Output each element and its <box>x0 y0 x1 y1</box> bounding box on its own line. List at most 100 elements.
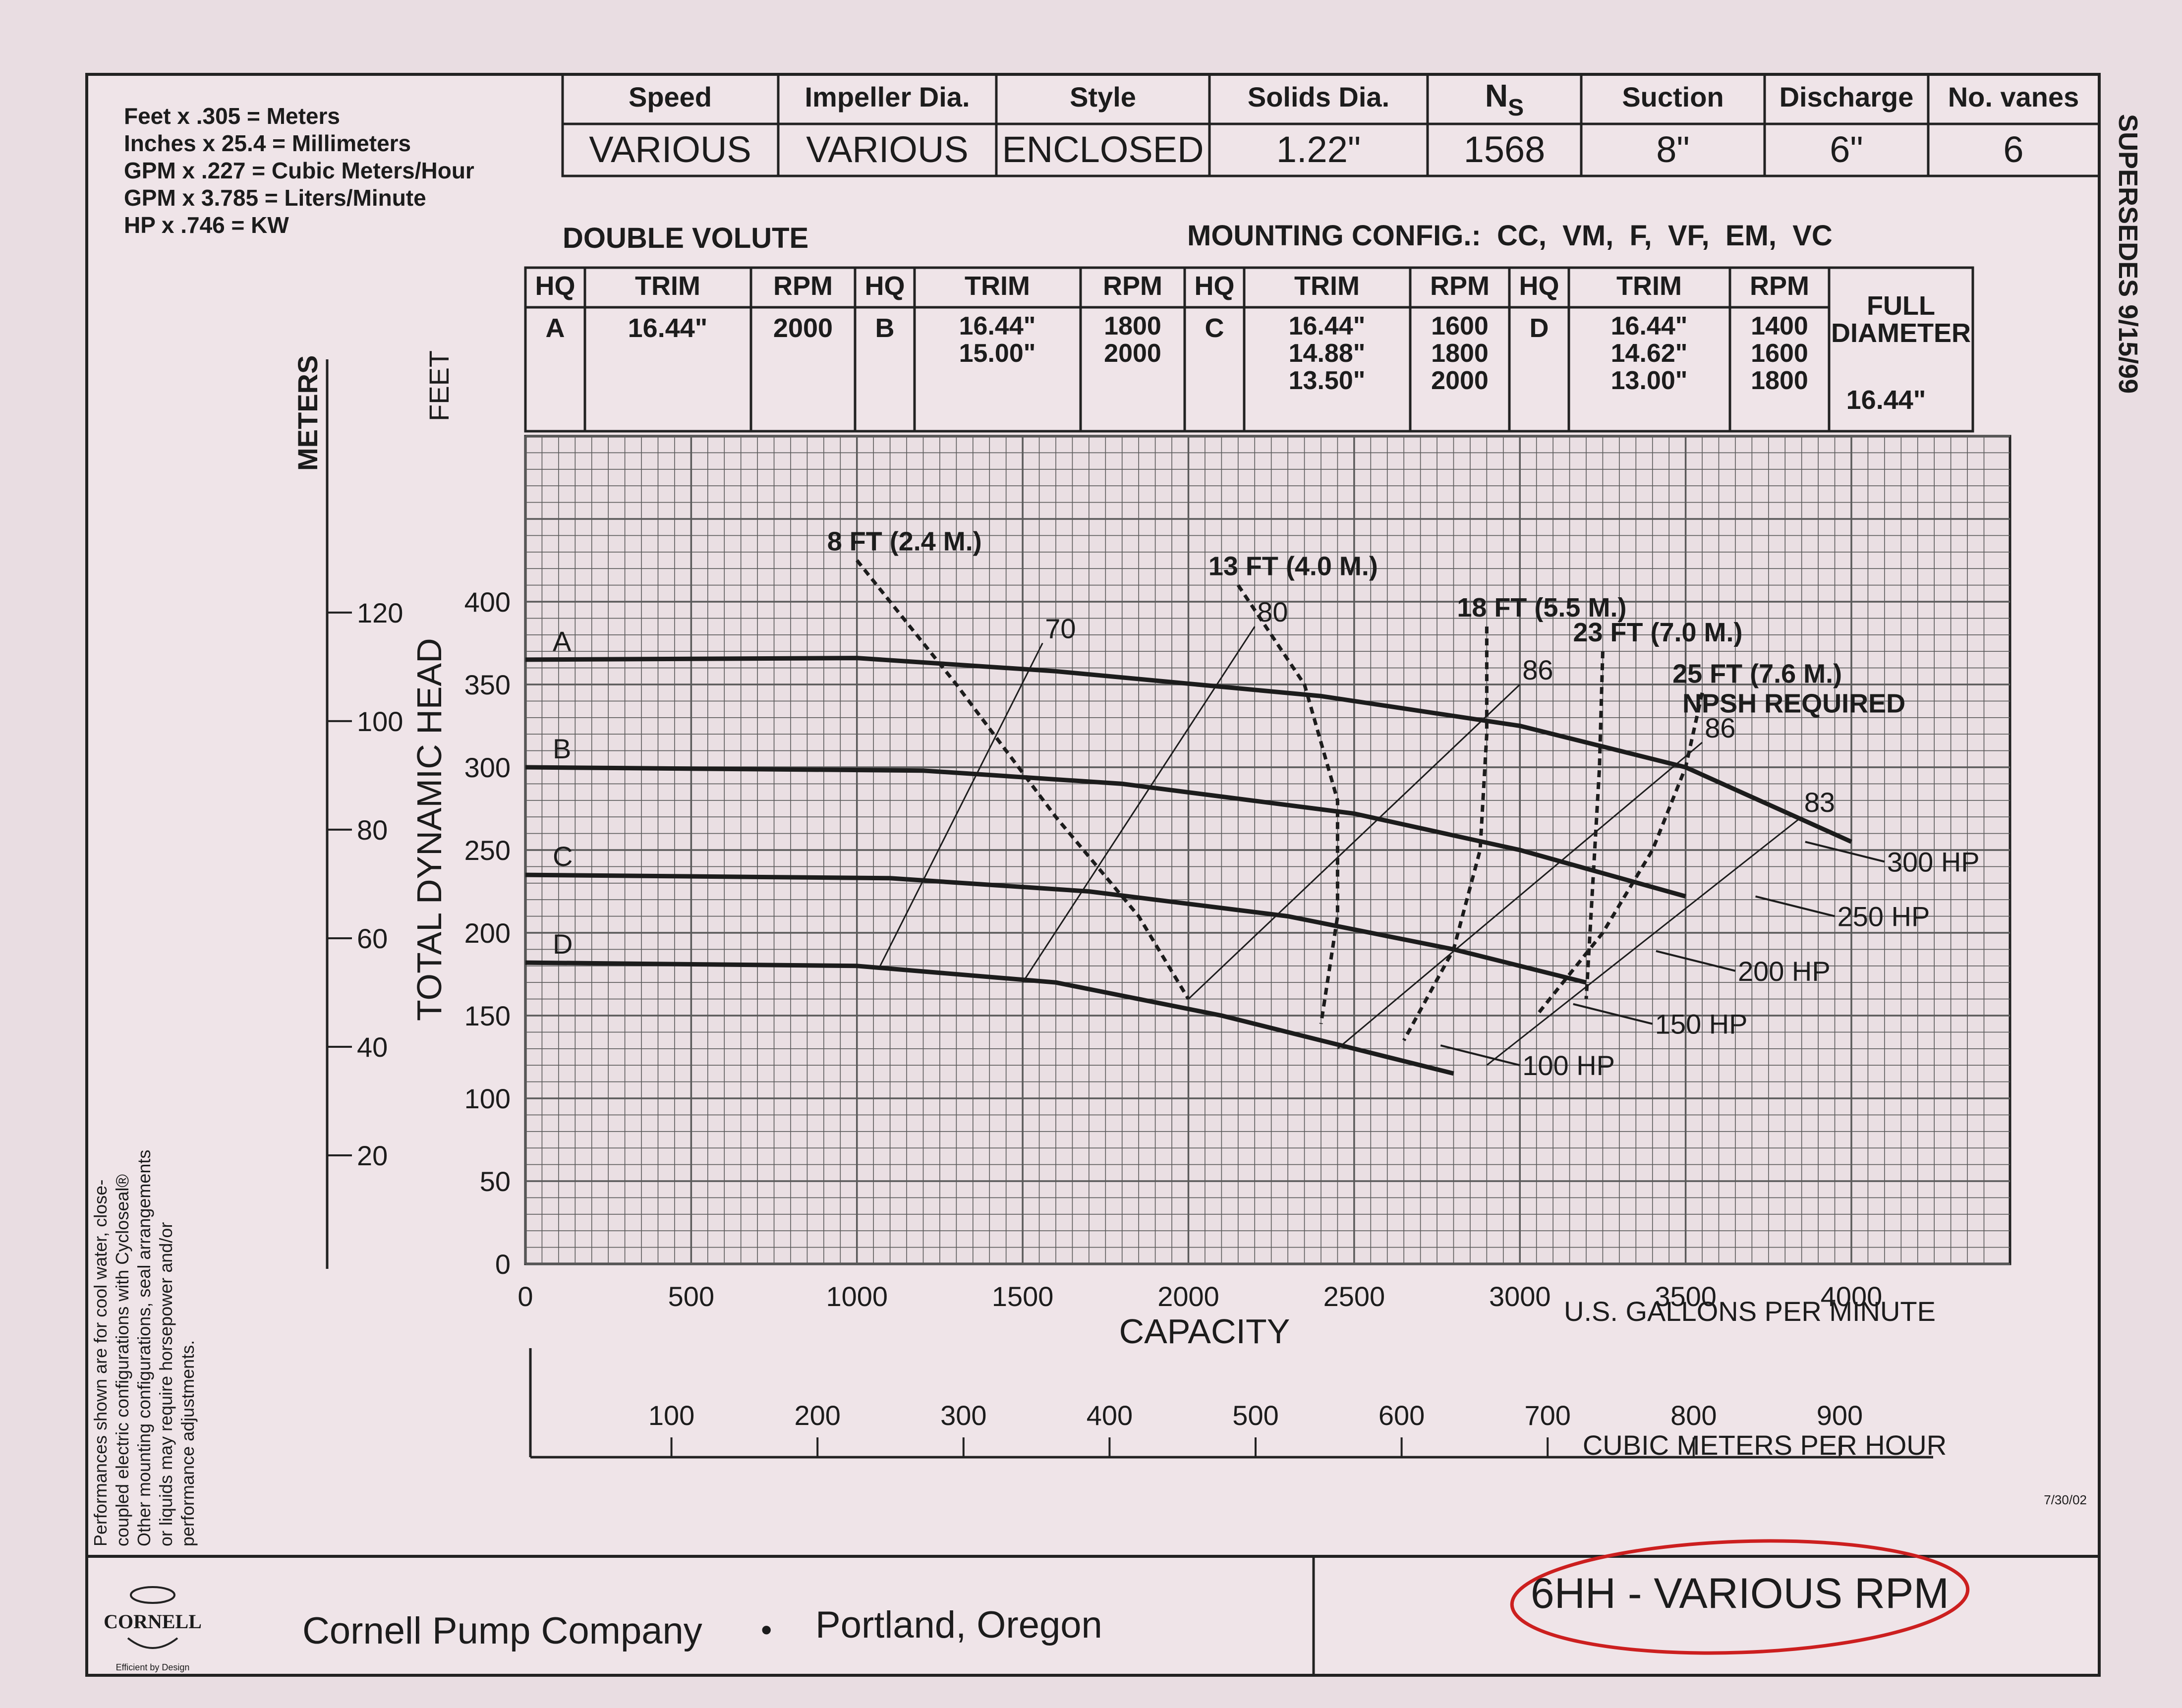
hp-label: 150 HP <box>1655 1009 1748 1040</box>
spec-value-ns: 1568 <box>1464 129 1546 170</box>
spec-header-suction: Suction <box>1622 81 1723 113</box>
meters-tick-label: 120 <box>357 597 403 628</box>
hp-line <box>1573 1003 1653 1025</box>
m3h-tick-label: 600 <box>1378 1400 1425 1431</box>
trim-table-text: HQ TRIM RPM HQ TRIM RPM HQ TRIM RPM HQ T… <box>535 271 1971 415</box>
x-tick-label: 3000 <box>1489 1281 1551 1312</box>
efficiency-line <box>1188 683 1521 1000</box>
y-tick-label: 200 <box>464 917 511 949</box>
rpm-value: 1800 <box>1751 366 1808 395</box>
trim-table <box>524 266 1974 433</box>
rpm-value: 2000 <box>1104 339 1161 368</box>
spec-header-ns-letter: N <box>1485 78 1508 114</box>
y-tick-label: 100 <box>464 1083 511 1114</box>
x-tick-label: 3500 <box>1655 1281 1717 1312</box>
rpm-value: 1800 <box>1104 312 1161 341</box>
curve-label: C <box>553 841 573 872</box>
spec-value-vanes: 6 <box>2003 129 2023 170</box>
y-axis-title: TOTAL DYNAMIC HEAD <box>410 638 449 1021</box>
y-tick-label: 0 <box>495 1249 511 1280</box>
pump-performance-chart: 0 50 100 150 200 250 300 350 400 20 40 60 80 100 120 ME… <box>292 350 2011 1461</box>
meters-tick-label: 20 <box>357 1140 388 1171</box>
trim-header-trim: TRIM <box>1616 271 1682 301</box>
logo-text: CORNELL <box>104 1610 202 1633</box>
spec-value-impeller: VARIOUS <box>806 129 969 170</box>
hp-label: 250 HP <box>1837 901 1930 932</box>
conversion-line: GPM x .227 = Cubic Meters/Hour <box>124 158 474 183</box>
spec-value-discharge: 6" <box>1830 129 1863 170</box>
trim-value: 14.88" <box>1289 339 1366 368</box>
trim-header-hq: HQ <box>865 271 905 301</box>
trim-header-hq: HQ <box>1195 271 1235 301</box>
conversion-line: GPM x 3.785 = Liters/Minute <box>124 185 426 211</box>
efficiency-label: 86 <box>1522 654 1553 685</box>
spec-value-solids: 1.22" <box>1276 129 1361 170</box>
trim-header-hq: HQ <box>535 271 575 301</box>
spec-header-ns: NS <box>1485 78 1524 121</box>
m3h-tick-label: 300 <box>940 1400 986 1431</box>
npsh-label: 25 FT (7.6 M.) <box>1672 659 1842 689</box>
spec-header-discharge: Discharge <box>1780 81 1914 113</box>
m3h-tick-label: 900 <box>1817 1400 1863 1431</box>
feet-units-label: FEET <box>423 350 455 421</box>
cornell-logo: CORNELL Efficient by Design <box>104 1586 202 1672</box>
trim-header-hq: HQ <box>1519 271 1559 301</box>
efficiency-label: 86 <box>1705 712 1735 743</box>
rpm-value: 1600 <box>1751 339 1808 368</box>
model-highlight-circle <box>1510 1539 1970 1655</box>
trim-value: 16.44" <box>1289 312 1366 341</box>
m3h-tick-label: 100 <box>648 1400 694 1431</box>
y-tick-label: 50 <box>480 1166 511 1197</box>
footer-bullet: • <box>761 1612 772 1648</box>
y-tick-label: 150 <box>464 1000 511 1031</box>
m3h-units-label: CUBIC METERS PER HOUR <box>1583 1429 1947 1461</box>
spec-header-solids: Solids Dia. <box>1248 81 1389 113</box>
y-tick-label: 300 <box>464 752 511 783</box>
rpm-value: 1600 <box>1431 312 1489 341</box>
trim-value: 14.62" <box>1611 339 1688 368</box>
trim-header-trim: TRIM <box>1294 271 1360 301</box>
full-diameter-label: FULL <box>1867 291 1935 321</box>
npsh-curve <box>1236 584 1339 1025</box>
spec-header-ns-subscript: S <box>1508 95 1524 121</box>
meters-tick-label: 100 <box>357 706 403 737</box>
x-tick-label: 0 <box>517 1281 533 1312</box>
hp-line <box>1656 950 1736 972</box>
conversion-line: Feet x .305 = Meters <box>124 103 340 129</box>
trim-header-trim: TRIM <box>965 271 1030 301</box>
efficiency-label: 70 <box>1045 613 1076 644</box>
curve-label: B <box>553 733 571 764</box>
conversion-line: HP x .746 = KW <box>124 212 289 238</box>
npsh-curve <box>1402 626 1489 1041</box>
hp-label: 200 HP <box>1738 956 1831 987</box>
npsh-label: 13 FT (4.0 M.) <box>1208 552 1378 581</box>
meters-units-label: METERS <box>292 355 323 471</box>
m3h-tick-label: 800 <box>1670 1400 1717 1431</box>
mounting-config: MOUNTING CONFIG.: CC, VM, F, VF, EM, VC <box>1187 220 1833 252</box>
double-volute-label: DOUBLE VOLUTE <box>563 222 808 254</box>
note-line: performance adjustments. <box>177 1340 198 1546</box>
note-line: or liquids may require horsepower and/or <box>156 1222 176 1546</box>
trim-header-rpm: RPM <box>773 271 833 301</box>
npsh-curve <box>856 559 1190 1000</box>
spec-header-impeller: Impeller Dia. <box>804 81 970 113</box>
trim-hq-a: A <box>546 313 565 343</box>
curve-label: D <box>553 928 573 960</box>
spec-header-speed: Speed <box>629 81 712 113</box>
head-curve-b <box>525 765 1686 899</box>
curve-label: A <box>553 626 572 657</box>
spec-value-style: ENCLOSED <box>1002 129 1204 170</box>
conversion-notes: Feet x .305 = Meters Inches x 25.4 = Mil… <box>124 103 474 238</box>
npsh-curve <box>1535 692 1704 1017</box>
note-line: Other mounting configurations, seal arra… <box>134 1150 154 1546</box>
note-line: coupled electric configurations with Cyc… <box>112 1174 132 1546</box>
trim-value: 16.44" <box>959 312 1036 341</box>
performance-note: Performances shown are for cool water, c… <box>90 1150 198 1546</box>
trim-value: 15.00" <box>959 339 1036 368</box>
hp-label: 100 HP <box>1522 1050 1615 1081</box>
trim-hq-d: D <box>1530 313 1549 343</box>
trim-hq-b: B <box>875 313 895 343</box>
hp-label: 300 HP <box>1887 846 1980 877</box>
date-code: 7/30/02 <box>2044 1492 2087 1507</box>
x-units-label: U.S. GALLONS PER MINUTE <box>1564 1296 1936 1327</box>
